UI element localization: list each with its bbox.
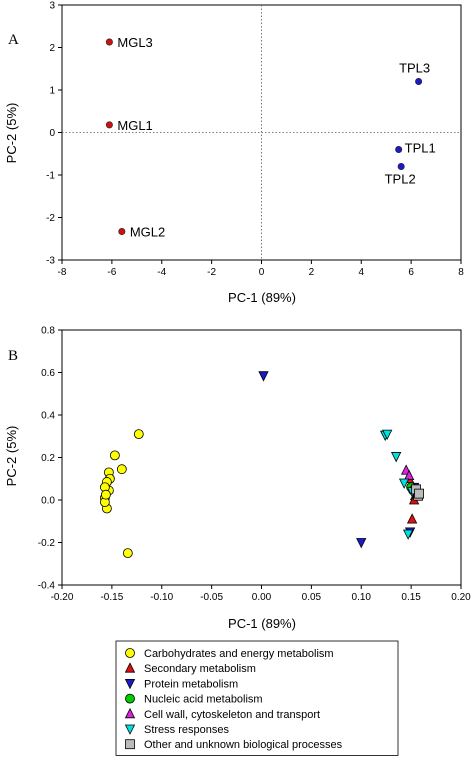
panel-a-letter: A: [8, 32, 19, 48]
panel-a-x-tick-label: -4: [157, 267, 166, 278]
panel-a-y-tick-label: 1: [49, 86, 55, 97]
legend-marker-7: [125, 739, 135, 750]
panel-a-x-tick-label: -2: [207, 267, 216, 278]
panel-b-point-series-2: [406, 513, 418, 524]
panel-a-point-label-tpl2: TPL2: [385, 172, 416, 187]
panel-b-point-series-1: [109, 450, 120, 461]
panel-b-y-axis-label: PC-2 (5%): [4, 426, 19, 487]
legend-marker-5: [124, 707, 136, 719]
panel-a-point-label-mgl3: MGL3: [117, 35, 152, 50]
legend-entry-3: Protein metabolism: [144, 678, 238, 690]
panel-b-point-series-1: [133, 429, 144, 440]
panel-a-point-mgl1: [105, 121, 113, 129]
panel-a-x-tick-label: -8: [58, 267, 67, 278]
panel-a-x-tick-label: -6: [107, 267, 116, 278]
panel-a-point-label-mgl2: MGL2: [130, 225, 165, 240]
panel-a-y-tick-label: 3: [49, 1, 55, 12]
panel-b-legend: Carbohydrates and energy metabolism Secon…: [115, 640, 399, 756]
panel-a-point-label-mgl1: MGL1: [117, 118, 152, 133]
panel-b-y-tick-label: 0.0: [41, 496, 55, 507]
panel-a-chart: -8 -6 -4 -2 0 2 4 6 8 -3 -2 -1 0 1 2 3 MGL3 MGL1 MGL2 TPL3 T…: [46, 1, 464, 279]
panel-b-point-series-3: [258, 371, 269, 382]
panel-b-x-axis-label: PC-1 (89%): [228, 616, 296, 631]
legend-entry-4: Nucleic acid metabolism: [144, 694, 263, 706]
panel-a-point-label-tpl3: TPL3: [399, 61, 430, 76]
panel-a-x-tick-label: 6: [408, 267, 414, 278]
panel-b-point-series-1: [116, 464, 127, 475]
legend-entry-6: Stress responses: [144, 724, 229, 736]
panel-b-x-tick-label: 0.05: [302, 592, 322, 603]
legend-entry-5: Cell wall, cytoskeleton and transport: [144, 709, 320, 721]
panel-a-x-tick-label: 0: [259, 267, 265, 278]
panel-b-point-series-5: [403, 469, 415, 480]
panel-a-point-label-tpl1: TPL1: [405, 141, 436, 156]
panel-a-point-tpl2: [397, 163, 405, 171]
panel-b-x-tick-label: -0.05: [200, 592, 223, 603]
panel-a-y-tick-label: -3: [46, 256, 55, 267]
legend-marker-6: [124, 724, 136, 735]
panel-a-point-tpl1: [395, 146, 403, 154]
panel-b-x-tick-label: 0.20: [451, 592, 471, 603]
panel-a-x-tick-label: 8: [458, 267, 464, 278]
panel-b-letter: B: [8, 348, 18, 364]
panel-b-point-series-6: [398, 478, 410, 489]
panel-a-y-axis-label: PC-2 (5%): [4, 103, 19, 164]
panel-b-plot-frame: [61, 329, 462, 586]
legend-frame: [115, 640, 399, 756]
panel-b-chart: -0.20 -0.15 -0.10 -0.05 0.00 0.05 0.10 0.15 0.20…: [38, 326, 471, 604]
legend-entry-7: Other and unknown biological processes: [144, 739, 343, 751]
panel-b-point-series-6: [391, 452, 402, 463]
panel-b-x-tick-label: -0.20: [51, 592, 74, 603]
panel-b-y-tick-label: -0.2: [38, 538, 56, 549]
panel-b-point-series-7: [414, 488, 425, 499]
panel-b-y-tick-label: 0.6: [41, 368, 55, 379]
panel-a-x-tick-label: 4: [358, 267, 364, 278]
panel-b-x-tick-label: -0.10: [150, 592, 173, 603]
panel-b-x-tick-label: 0.00: [252, 592, 272, 603]
panel-a-x-tick-label: 2: [309, 267, 315, 278]
panel-a-y-tick-label: 2: [49, 43, 55, 54]
legend-marker-2: [124, 662, 136, 673]
legend-entry-1: Carbohydrates and energy metabolism: [144, 648, 334, 660]
panel-a-y-tick-label: 0: [49, 128, 55, 139]
panel-b-point-series-1: [122, 548, 133, 559]
panel-a-point-mgl3: [105, 38, 113, 46]
legend-marker-4: [125, 693, 135, 704]
panel-b-y-tick-label: 0.2: [41, 453, 55, 464]
legend-marker-3: [124, 679, 136, 690]
panel-b-x-tick-label: 0.15: [401, 592, 421, 603]
panel-a-y-tick-label: -2: [46, 213, 55, 224]
panel-b-point-series-6: [382, 429, 393, 441]
panel-b-point-series-6: [402, 529, 414, 540]
panel-b-x-tick-label: 0.10: [352, 592, 372, 603]
panel-a-x-axis-label: PC-1 (89%): [228, 290, 296, 305]
legend-marker-1: [125, 648, 135, 658]
panel-b-point-series-3: [356, 538, 367, 549]
panel-b-y-tick-label: -0.4: [38, 581, 56, 592]
panel-b-y-tick-label: 0.4: [41, 411, 55, 422]
panel-b-point-series-1: [100, 489, 111, 500]
panel-a-point-tpl3: [415, 78, 423, 86]
panel-a-point-mgl2: [118, 228, 126, 236]
panel-b-y-tick-label: 0.8: [41, 326, 55, 337]
panel-a-y-tick-label: -1: [46, 171, 55, 182]
panel-b-x-tick-label: -0.15: [100, 592, 123, 603]
legend-entry-2: Secondary metabolism: [144, 663, 256, 675]
